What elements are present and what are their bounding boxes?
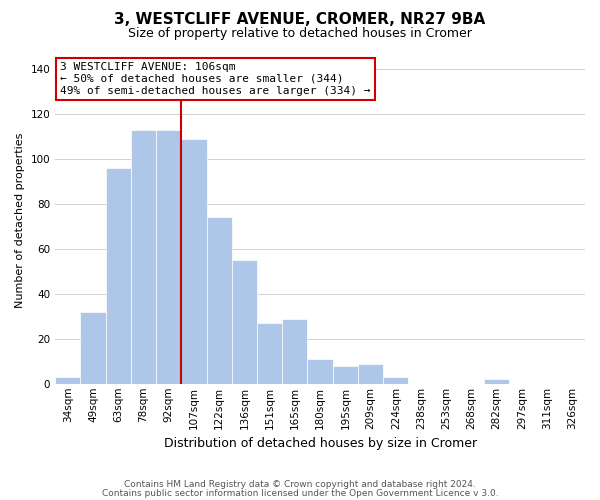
Bar [232,260,257,384]
Bar [131,130,156,384]
Bar [206,218,232,384]
Y-axis label: Number of detached properties: Number of detached properties [15,133,25,308]
Text: Contains public sector information licensed under the Open Government Licence v : Contains public sector information licen… [101,488,499,498]
Bar [383,377,409,384]
Bar [484,380,509,384]
Bar [358,364,383,384]
Text: 3, WESTCLIFF AVENUE, CROMER, NR27 9BA: 3, WESTCLIFF AVENUE, CROMER, NR27 9BA [115,12,485,28]
Bar [181,138,206,384]
Bar [307,359,332,384]
Bar [80,312,106,384]
Bar [282,318,307,384]
Bar [257,323,282,384]
Bar [106,168,131,384]
Text: Contains HM Land Registry data © Crown copyright and database right 2024.: Contains HM Land Registry data © Crown c… [124,480,476,489]
Bar [156,130,181,384]
Text: Size of property relative to detached houses in Cromer: Size of property relative to detached ho… [128,28,472,40]
X-axis label: Distribution of detached houses by size in Cromer: Distribution of detached houses by size … [164,437,476,450]
Bar [55,377,80,384]
Bar [332,366,358,384]
Text: 3 WESTCLIFF AVENUE: 106sqm
← 50% of detached houses are smaller (344)
49% of sem: 3 WESTCLIFF AVENUE: 106sqm ← 50% of deta… [61,62,371,96]
